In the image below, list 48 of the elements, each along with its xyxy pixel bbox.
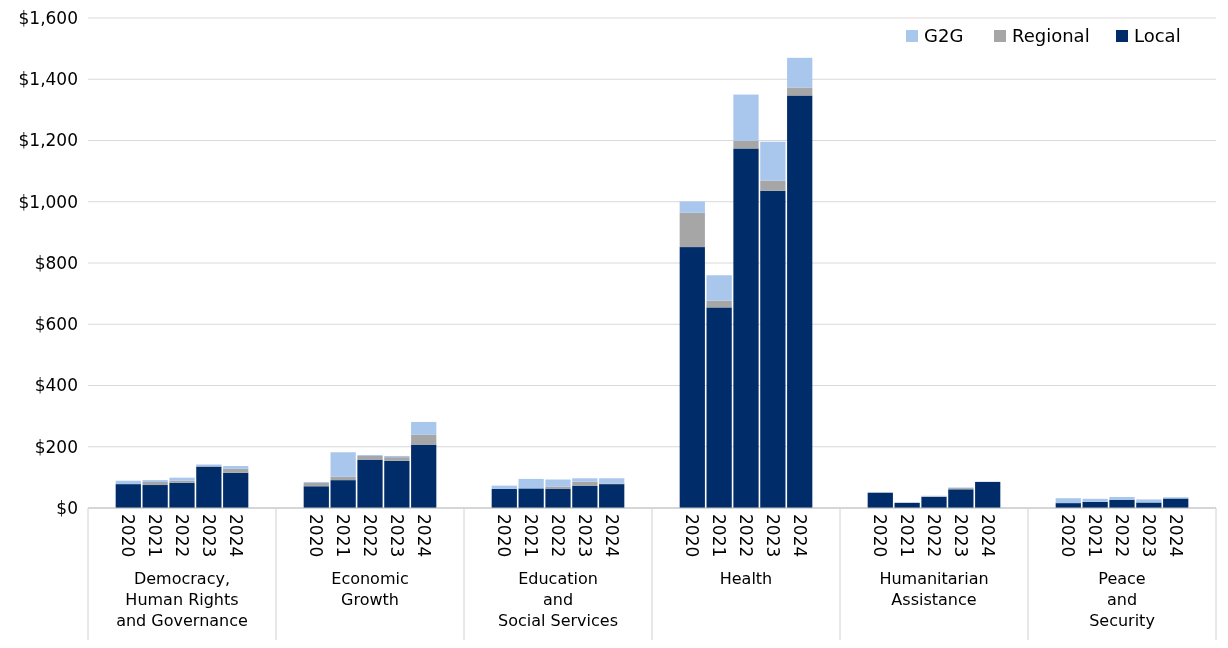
x-tick-label: 2021 [145,514,166,558]
y-tick-label: $1,000 [18,191,78,212]
y-tick-label: $1,600 [18,7,78,28]
x-tick-label: 2022 [360,514,381,558]
y-tick-label: $200 [34,436,78,457]
x-tick-label: 2022 [736,514,757,558]
x-tick-label: 2022 [924,514,945,558]
x-tick-label: 2020 [494,514,515,558]
x-tick-label: 2022 [172,514,193,558]
x-tick-label: 2024 [601,514,622,558]
x-tick-label: 2021 [521,514,542,558]
x-tick-label: 2022 [1112,514,1133,558]
text: Health [719,569,773,588]
x-tick-label: 2020 [306,514,327,558]
text: Economic Growth [331,569,409,609]
text: Peace and Security [1089,569,1155,630]
text: Humanitarian Assistance [879,569,989,609]
x-tick-label: 2024 [225,514,246,558]
x-tick-label: 2024 [1165,514,1186,558]
y-tick-label: $600 [34,314,78,335]
x-tick-label: 2020 [1058,514,1079,558]
x-tick-label: 2023 [1138,514,1159,558]
x-tick-label: 2023 [762,514,783,558]
x-tick-label: 2024 [789,514,810,558]
x-tick-label: 2020 [118,514,139,558]
legend-label: Local [1134,25,1181,47]
x-tick-label: 2024 [413,514,434,558]
legend-label: G2G [924,25,964,47]
text: Education and Social Services [498,569,618,630]
x-tick-label: 2021 [709,514,730,558]
y-tick-label: $0 [56,497,78,518]
x-tick-label: 2023 [386,514,407,558]
x-tick-label: 2023 [574,514,595,558]
x-tick-label: 2020 [870,514,891,558]
x-tick-label: 2023 [950,514,971,558]
x-tick-label: 2022 [548,514,569,558]
y-tick-label: $400 [34,375,78,396]
y-tick-label: $1,200 [18,130,78,151]
y-tick-label: $800 [34,252,78,273]
y-tick-label: $1,400 [18,69,78,90]
x-tick-label: 2023 [198,514,219,558]
x-tick-label: 2021 [1085,514,1106,558]
text: Democracy, Human Rights and Governance [116,569,248,630]
x-tick-label: 2024 [977,514,998,558]
legend-label: Regional [1012,25,1090,47]
x-tick-label: 2021 [897,514,918,558]
x-tick-label: 2020 [682,514,703,558]
x-tick-label: 2021 [333,514,354,558]
